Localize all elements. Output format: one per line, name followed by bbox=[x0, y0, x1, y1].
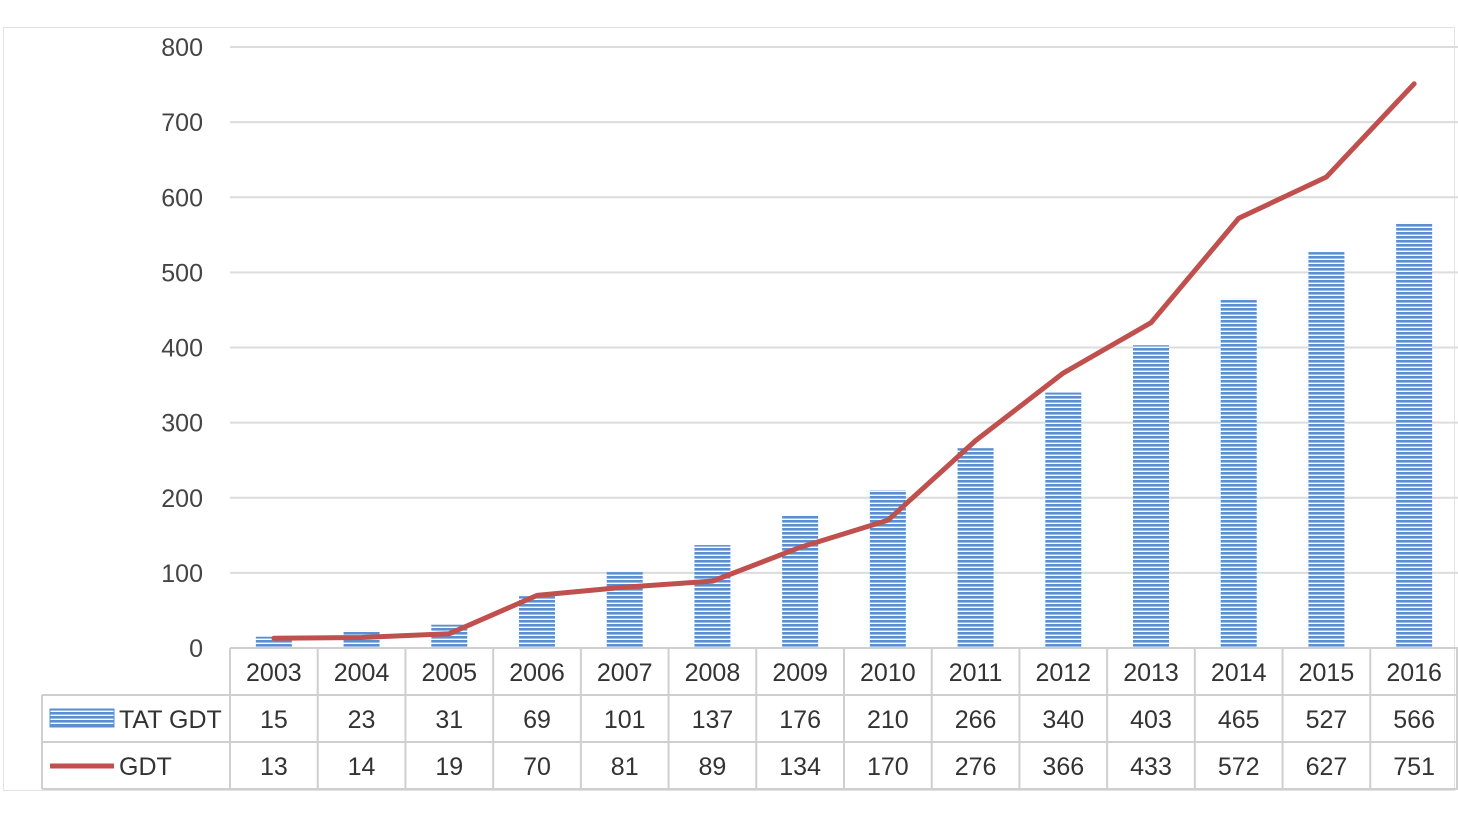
data-table-cell: 31 bbox=[435, 706, 463, 734]
x-category-label: 2008 bbox=[685, 659, 741, 687]
data-table-cell: 210 bbox=[867, 706, 909, 734]
series-line-gdt bbox=[271, 81, 1417, 641]
bar bbox=[1396, 222, 1433, 649]
data-table-cell: 266 bbox=[955, 706, 997, 734]
y-tick-label: 300 bbox=[161, 410, 203, 438]
y-tick-label: 0 bbox=[189, 635, 203, 663]
bar bbox=[255, 636, 292, 648]
x-category-label: 2006 bbox=[509, 659, 565, 687]
bar-series bbox=[255, 222, 1433, 649]
x-category-label: 2007 bbox=[597, 659, 653, 687]
bar bbox=[1308, 252, 1345, 648]
bar bbox=[1133, 345, 1169, 648]
y-tick-label: 700 bbox=[161, 109, 203, 137]
data-table-cell: 465 bbox=[1218, 706, 1260, 734]
bar bbox=[694, 545, 731, 648]
data-table-cell: 433 bbox=[1130, 753, 1172, 781]
x-category-label: 2009 bbox=[772, 659, 828, 687]
bar bbox=[519, 596, 555, 648]
data-table-cell: 566 bbox=[1393, 706, 1435, 734]
data-table-cell: 101 bbox=[604, 706, 646, 734]
y-tick-label: 400 bbox=[161, 335, 203, 363]
data-table-cell: 276 bbox=[955, 753, 997, 781]
data-table-cell: 13 bbox=[260, 753, 288, 781]
data-table-cell: 176 bbox=[779, 706, 821, 734]
data-table-cell: 15 bbox=[260, 706, 288, 734]
bar bbox=[869, 490, 906, 648]
bar bbox=[1220, 298, 1257, 648]
y-axis-ticks: 0 100 200 300 400 500 600 700 800 bbox=[161, 34, 203, 663]
data-table-cell: 751 bbox=[1393, 753, 1435, 781]
bar bbox=[957, 448, 994, 648]
data-table-cell: 366 bbox=[1042, 753, 1084, 781]
gridlines bbox=[230, 46, 1458, 649]
legend-label: TAT GDT bbox=[119, 706, 222, 734]
x-category-label: 2004 bbox=[334, 659, 390, 687]
data-table-cell: 627 bbox=[1306, 753, 1348, 781]
legend-key-bar bbox=[49, 708, 115, 728]
line-series bbox=[271, 81, 1417, 641]
data-table-cell: 137 bbox=[692, 706, 734, 734]
data-table-cell: 403 bbox=[1130, 706, 1172, 734]
y-tick-label: 600 bbox=[161, 184, 203, 212]
y-tick-label: 500 bbox=[161, 259, 203, 287]
x-category-label: 2011 bbox=[949, 659, 1003, 687]
bar bbox=[606, 572, 643, 648]
x-category-label: 2012 bbox=[1035, 659, 1091, 687]
x-category-label: 2003 bbox=[246, 659, 302, 687]
bar bbox=[782, 515, 819, 648]
data-table-cell: 19 bbox=[435, 753, 463, 781]
data-table-cell: 70 bbox=[523, 753, 551, 781]
y-tick-label: 100 bbox=[161, 560, 203, 588]
bar bbox=[1045, 392, 1082, 648]
data-table-cell: 134 bbox=[779, 753, 821, 781]
data-table-cell: 340 bbox=[1042, 706, 1084, 734]
legend-label: GDT bbox=[119, 753, 172, 781]
x-category-label: 2014 bbox=[1211, 659, 1267, 687]
y-tick-label: 200 bbox=[161, 485, 203, 513]
data-table: 2003 2004 2005 2006 2007 2008 2009 2010 2011 2012… bbox=[41, 647, 1458, 790]
data-table-cell: 14 bbox=[348, 753, 376, 781]
x-category-label: 2010 bbox=[860, 659, 916, 687]
data-table-cell: 572 bbox=[1218, 753, 1260, 781]
x-category-label: 2013 bbox=[1123, 659, 1179, 687]
data-table-cell: 89 bbox=[699, 753, 727, 781]
data-table-cell: 23 bbox=[348, 706, 376, 734]
x-category-label: 2015 bbox=[1299, 659, 1355, 687]
data-table-cell: 81 bbox=[611, 753, 639, 781]
x-category-label: 2005 bbox=[421, 659, 477, 687]
x-category-label: 2016 bbox=[1386, 659, 1442, 687]
chart-frame bbox=[3, 27, 1455, 791]
data-table-cell: 527 bbox=[1306, 706, 1348, 734]
data-table-cell: 69 bbox=[523, 706, 551, 734]
y-tick-label: 800 bbox=[161, 34, 203, 62]
data-table-cell: 170 bbox=[867, 753, 909, 781]
